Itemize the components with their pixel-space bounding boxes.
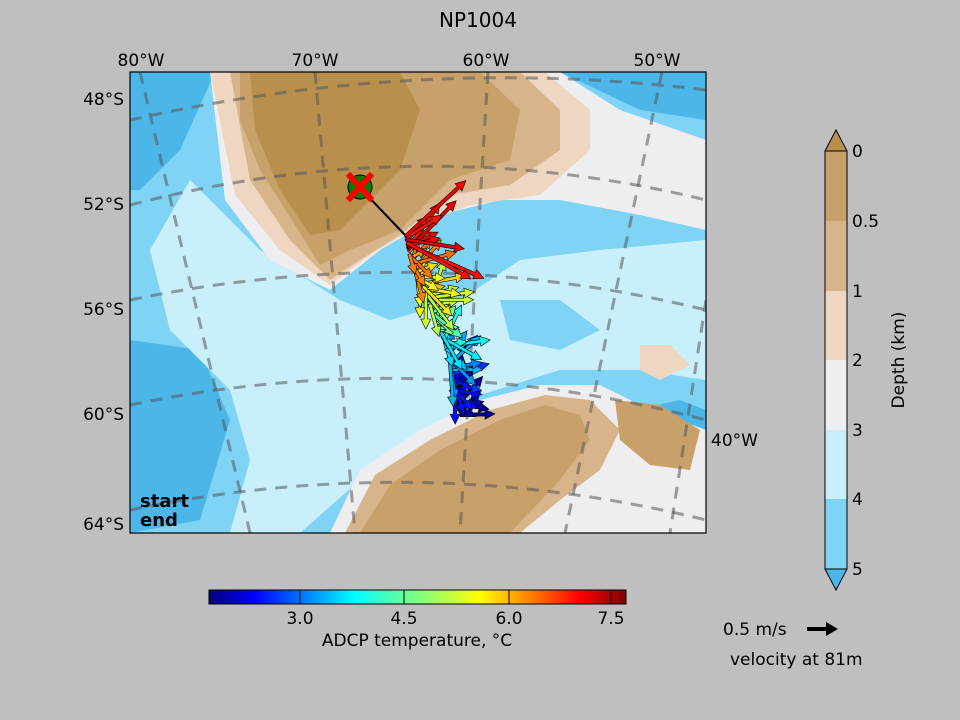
depth-colorbar-band <box>825 221 847 291</box>
lat-tick-label: 48°S <box>83 90 124 110</box>
map-panel: 80°W 70°W 60°W 50°W 40°W 48°S 52°S 56°S … <box>83 51 758 535</box>
velocity-arrow <box>405 237 465 253</box>
velocity-arrows <box>361 180 496 425</box>
depth-colorbar-band <box>825 360 847 430</box>
lat-tick-label: 64°S <box>83 515 124 535</box>
lon-line-80w <box>138 72 252 533</box>
depth-colorbar-band <box>825 151 847 221</box>
velocity-arrow <box>438 330 463 371</box>
map-title: NP1004 <box>439 8 517 32</box>
depth-colorbar-top-extend <box>824 128 848 152</box>
temperature-colorbar-label: ADCP temperature, °C <box>322 631 512 651</box>
lat-tick-label: 60°S <box>83 405 124 425</box>
lon-line-50w <box>563 72 664 533</box>
velocity-arrow <box>403 180 467 239</box>
lon-tick-label: 80°W <box>118 51 165 71</box>
depth-tick-label: 3 <box>852 421 863 441</box>
lon-tick-label: 50°W <box>634 51 681 71</box>
lat-tick-label: 56°S <box>83 300 124 320</box>
legend-end-label: end <box>140 510 178 531</box>
lon-tick-label: 60°W <box>463 51 510 71</box>
east-shoal <box>640 345 690 380</box>
lon-tick-label-right: 40°W <box>711 431 758 451</box>
temperature-colorbar-ramp <box>208 589 627 605</box>
depth-tick-label: 0 <box>852 142 863 162</box>
temperature-tick-label: 3.0 <box>286 609 313 629</box>
graticule <box>130 72 706 533</box>
depth-colorbar-label: Depth (km) <box>889 312 909 409</box>
depth-colorbar-band <box>825 291 847 360</box>
seamount-deep-2 <box>560 205 640 250</box>
depth-colorbar-frame <box>824 150 848 570</box>
velocity-key: 0.5 m/s velocity at 81m <box>723 620 863 670</box>
velocity-arrow <box>427 303 442 338</box>
temperature-tick-label: 7.5 <box>597 609 624 629</box>
temperature-colorbar-ticks <box>299 590 612 604</box>
velocity-key-depth-label: velocity at 81m <box>730 650 863 670</box>
depth-tick-label: 2 <box>852 351 863 371</box>
depth-tick-label: 0.5 <box>852 212 879 232</box>
end-marker <box>345 171 375 203</box>
basin-west-south <box>130 340 230 533</box>
velocity-arrow <box>420 291 432 330</box>
depth-colorbar-band <box>825 430 847 499</box>
depth-colorbar: 0 0.5 1 2 3 4 5 Depth (km) <box>824 128 909 592</box>
temperature-tick-label: 6.0 <box>495 609 522 629</box>
velocity-arrow <box>441 336 483 360</box>
velocity-arrow <box>451 376 473 390</box>
antarctic-peninsula <box>360 405 590 533</box>
lon-line-70w <box>313 72 357 533</box>
lon-tick-label: 70°W <box>292 51 339 71</box>
basin-west-north <box>130 72 215 190</box>
temperature-colorbar: 3.0 4.5 6.0 7.5 ADCP temperature, °C <box>208 589 627 651</box>
velocity-arrow <box>405 240 472 280</box>
lat-tick-label: 52°S <box>83 195 124 215</box>
south-orkney-bank <box>615 400 700 470</box>
basin-northeast <box>560 72 706 120</box>
lon-line-40w <box>668 299 706 533</box>
velocity-arrow <box>408 254 434 279</box>
depth-tick-label: 4 <box>852 490 863 510</box>
velocity-key-speed-label: 0.5 m/s <box>723 620 787 640</box>
depth-tick-label: 5 <box>852 560 863 580</box>
lon-line-60w <box>458 72 490 533</box>
velocity-arrow <box>447 360 459 408</box>
patagonia-land <box>250 72 420 235</box>
depth-tick-label: 1 <box>852 282 863 302</box>
legend-start-label: start <box>140 491 189 512</box>
temperature-tick-label: 4.5 <box>390 609 417 629</box>
seamount-deep-1 <box>500 300 600 350</box>
map-frame <box>129 71 707 534</box>
velocity-key-arrow <box>807 622 838 636</box>
depth-colorbar-band <box>825 499 847 569</box>
depth-colorbar-bottom-extend <box>824 568 848 592</box>
velocity-arrow <box>407 253 418 275</box>
velocity-arrow <box>424 292 455 331</box>
